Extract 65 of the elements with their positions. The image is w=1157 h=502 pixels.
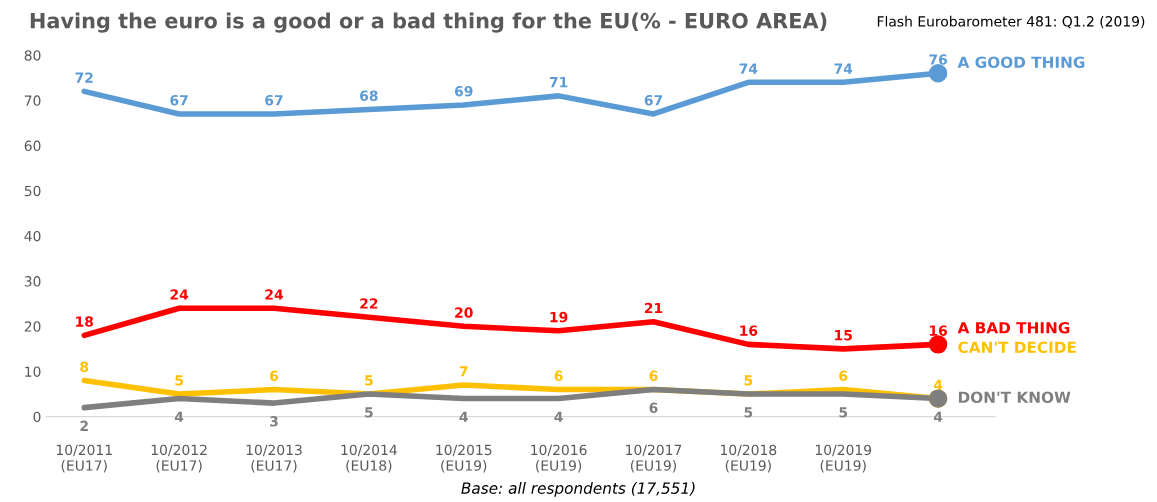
data-label: 16 bbox=[930, 325, 948, 336]
x-tick-label: 10/2013 (EU17) bbox=[246, 444, 302, 473]
data-label: 2 bbox=[80, 420, 88, 431]
data-label: 67 bbox=[170, 94, 188, 106]
data-label: 24 bbox=[265, 289, 283, 300]
chart-title: Having the euro is a good or a bad thing for the EU(% - EURO AREA) bbox=[30, 12, 827, 33]
data-label: 4 bbox=[933, 411, 943, 422]
x-tick-label: 10/2015 (EU19) bbox=[436, 444, 492, 473]
data-label: 6 bbox=[839, 370, 848, 382]
text: CAN'T DECIDE bbox=[958, 341, 1076, 354]
data-label: 5 bbox=[839, 407, 848, 418]
data-label: 19 bbox=[550, 311, 568, 323]
text: Base: all respondents (17,551) bbox=[461, 482, 695, 497]
x-tick-label: 10/2011 (EU17) bbox=[56, 444, 112, 473]
x-tick-label: 10/2017 (EU19) bbox=[626, 444, 682, 473]
data-label: 72 bbox=[75, 72, 93, 83]
data-label: 76 bbox=[929, 54, 948, 65]
x-tick-label: 10/2014 (EU18) bbox=[341, 444, 397, 473]
y-tick-label: 20 bbox=[24, 321, 41, 332]
data-label: 67 bbox=[265, 94, 283, 106]
data-label: 5 bbox=[175, 375, 183, 386]
y-tick-label: 60 bbox=[24, 140, 41, 152]
x-tick-label: 10/2019 (EU19) bbox=[815, 444, 872, 473]
y-tick-label: 0 bbox=[33, 411, 41, 423]
data-label: 69 bbox=[454, 85, 473, 97]
y-tick-label: 30 bbox=[24, 276, 41, 287]
data-label: 18 bbox=[76, 316, 94, 327]
data-label: 5 bbox=[744, 375, 753, 386]
series-label: A GOOD THING bbox=[957, 56, 1085, 68]
data-label: 4 bbox=[174, 411, 184, 422]
data-label: 74 bbox=[834, 63, 853, 74]
data-label: 71 bbox=[549, 77, 568, 88]
y-tick-label: 10 bbox=[25, 366, 41, 377]
data-label: 5 bbox=[744, 407, 753, 418]
data-label: 5 bbox=[365, 375, 373, 386]
data-label: 16 bbox=[740, 325, 758, 336]
data-label: 6 bbox=[649, 370, 658, 382]
series-label: DON'T KNOW bbox=[958, 391, 1071, 404]
data-label: 6 bbox=[649, 402, 658, 414]
data-label: 24 bbox=[170, 289, 189, 300]
data-label: 7 bbox=[459, 366, 468, 377]
y-tick-label: 40 bbox=[24, 230, 41, 242]
y-tick-label: 70 bbox=[24, 95, 41, 106]
series-label: A BAD THING bbox=[957, 321, 1070, 334]
y-tick-label: 80 bbox=[24, 50, 41, 61]
x-tick-label: 10/2012 (EU17) bbox=[151, 444, 207, 473]
chart-subtitle: Flash Eurobarometer 481: Q1.2 (2019) bbox=[877, 15, 1145, 29]
data-label: 3 bbox=[270, 416, 278, 427]
data-label: 15 bbox=[835, 330, 852, 341]
data-label: 4 bbox=[933, 379, 943, 390]
data-label: 21 bbox=[644, 302, 663, 314]
data-label: 20 bbox=[455, 307, 473, 318]
data-label: 68 bbox=[360, 90, 378, 101]
data-label: 4 bbox=[554, 411, 563, 422]
data-label: 6 bbox=[554, 370, 563, 382]
data-label: 74 bbox=[739, 63, 758, 74]
x-tick-label: 10/2018 (EU19) bbox=[721, 444, 777, 473]
data-label: 22 bbox=[360, 298, 378, 309]
data-label: 67 bbox=[644, 94, 663, 106]
x-tick-label: 10/2016 (EU19) bbox=[531, 444, 587, 473]
y-tick-label: 50 bbox=[24, 185, 41, 197]
data-label: 8 bbox=[80, 361, 89, 373]
data-label: 6 bbox=[270, 370, 279, 382]
data-label: 4 bbox=[459, 411, 468, 422]
data-label: 5 bbox=[365, 407, 373, 418]
